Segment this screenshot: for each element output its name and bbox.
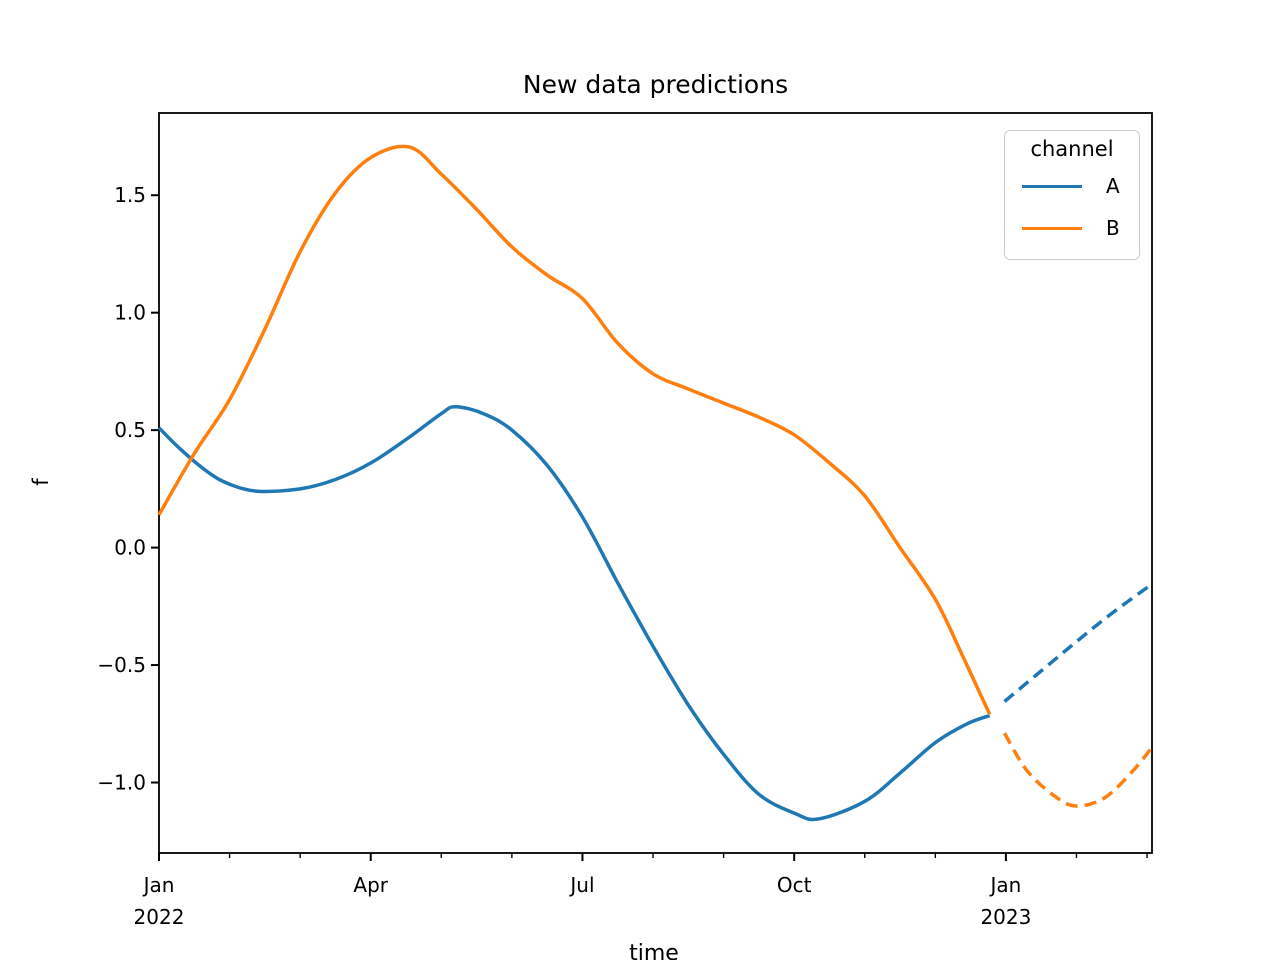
legend-entry-label: A bbox=[1106, 174, 1120, 198]
x-tick-label: Jan bbox=[988, 873, 1021, 897]
chart-title: New data predictions bbox=[522, 70, 789, 99]
y-tick-label: −1.0 bbox=[97, 771, 146, 795]
y-tick-label: 1.5 bbox=[114, 183, 146, 207]
legend-line-sample bbox=[1022, 226, 1082, 230]
series-line-A_dashed bbox=[1003, 582, 1154, 703]
x-tick-label: Jul bbox=[568, 873, 594, 897]
x-tick-label: Jan bbox=[142, 873, 175, 897]
x-tick-year-label: 2022 bbox=[134, 905, 185, 929]
legend-entry-B: B bbox=[1005, 207, 1139, 249]
legend-title: channel bbox=[1030, 137, 1114, 161]
y-tick-label: 0.5 bbox=[114, 418, 146, 442]
x-tick-label: Oct bbox=[777, 873, 812, 897]
series-line-A bbox=[157, 404, 991, 822]
y-axis-label: f bbox=[29, 478, 53, 486]
legend-line-sample bbox=[1022, 184, 1082, 188]
x-tick-label: Apr bbox=[353, 873, 388, 897]
legend-entry-label: B bbox=[1106, 216, 1120, 240]
y-tick-label: −0.5 bbox=[97, 653, 146, 677]
x-tick-year-label: 2023 bbox=[980, 905, 1031, 929]
x-axis-label: time bbox=[629, 941, 679, 960]
y-tick-label: 0.0 bbox=[114, 536, 146, 560]
y-tick-label: 1.0 bbox=[114, 301, 146, 325]
legend-entry-A: A bbox=[1005, 165, 1139, 207]
series-line-B_dashed bbox=[1002, 732, 1154, 808]
plot-border bbox=[158, 112, 1153, 854]
series-line-B bbox=[157, 144, 992, 716]
